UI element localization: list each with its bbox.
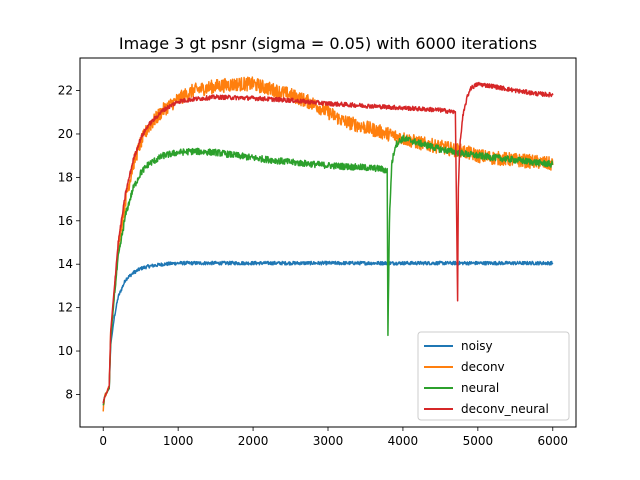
x-tick-label: 0 bbox=[99, 434, 107, 448]
x-tick-label: 5000 bbox=[463, 434, 494, 448]
y-tick-label: 16 bbox=[58, 214, 73, 228]
x-tick-label: 3000 bbox=[313, 434, 344, 448]
series-layer bbox=[102, 76, 554, 412]
x-tick-label: 6000 bbox=[538, 434, 569, 448]
legend-label: deconv bbox=[461, 360, 505, 374]
x-tick-label: 4000 bbox=[388, 434, 419, 448]
y-axis-ticks: 8 10 12 14 16 18 20 22 bbox=[58, 84, 80, 401]
chart-title: Image 3 gt psnr (sigma = 0.05) with 6000… bbox=[119, 34, 537, 53]
legend-label: deconv_neural bbox=[461, 402, 549, 416]
y-tick-label: 14 bbox=[58, 257, 73, 271]
series-line-deconv-neural bbox=[102, 81, 554, 404]
legend-label: noisy bbox=[461, 339, 493, 353]
y-tick-label: 22 bbox=[58, 84, 73, 98]
y-tick-label: 10 bbox=[58, 344, 73, 358]
legend-box bbox=[417, 331, 570, 421]
y-tick-label: 18 bbox=[58, 170, 73, 184]
x-tick-label: 1000 bbox=[163, 434, 194, 448]
y-tick-label: 8 bbox=[65, 387, 73, 401]
y-tick-label: 12 bbox=[58, 301, 73, 315]
x-tick-label: 2000 bbox=[238, 434, 269, 448]
series-line-neural bbox=[102, 134, 554, 406]
x-axis-ticks: 0 1000 2000 3000 4000 5000 6000 bbox=[99, 427, 568, 448]
series-line-noisy bbox=[102, 260, 554, 404]
y-tick-label: 20 bbox=[58, 127, 73, 141]
legend-label: neural bbox=[461, 381, 499, 395]
legend: noisy deconv neural deconv_neural bbox=[417, 331, 570, 421]
